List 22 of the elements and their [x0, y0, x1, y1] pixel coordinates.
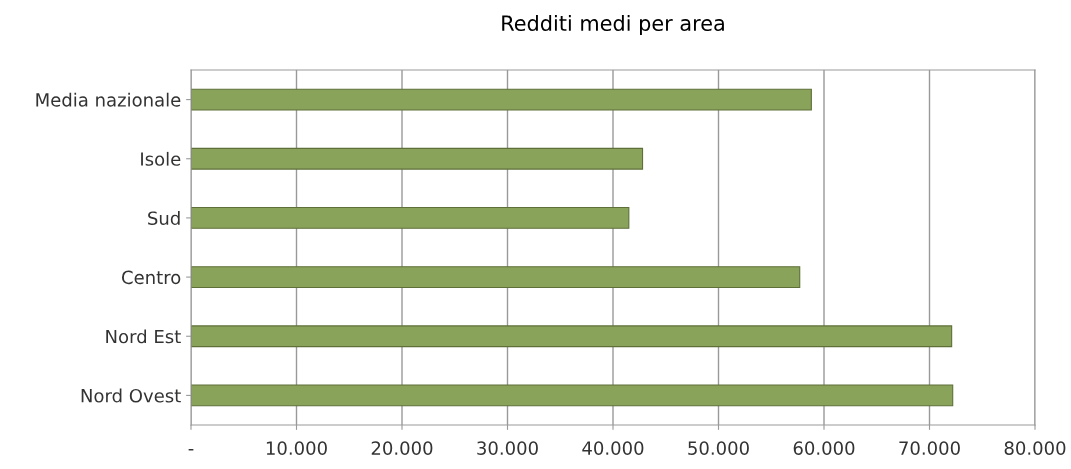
x-tick-label: 70.000 [899, 441, 960, 455]
y-tick-label: Centro [121, 270, 181, 285]
y-tick-label: Sud [148, 211, 180, 226]
y-tick-label: Nord Ovest [81, 388, 181, 403]
x-tick-label: 10.000 [266, 441, 327, 455]
bar [191, 384, 954, 407]
y-tick-label: Nord Est [106, 329, 181, 344]
bar [191, 266, 801, 288]
x-tick-label: 30.000 [477, 441, 538, 455]
x-tick-label: 60.000 [793, 441, 855, 455]
y-tick-label: Isole [141, 151, 181, 166]
bar [191, 207, 630, 229]
bar [191, 88, 812, 111]
chart-title: Redditi medi per area [502, 14, 724, 36]
x-tick-label: - [188, 449, 194, 451]
y-tick-label: Media nazionale [36, 92, 181, 107]
x-tick-label: 50.000 [688, 441, 749, 455]
x-tick-label: 40.000 [582, 441, 644, 455]
bar [191, 147, 644, 170]
bar [191, 325, 953, 348]
x-tick-label: 80.000 [1004, 441, 1066, 455]
x-tick-label: 20.000 [371, 441, 433, 455]
